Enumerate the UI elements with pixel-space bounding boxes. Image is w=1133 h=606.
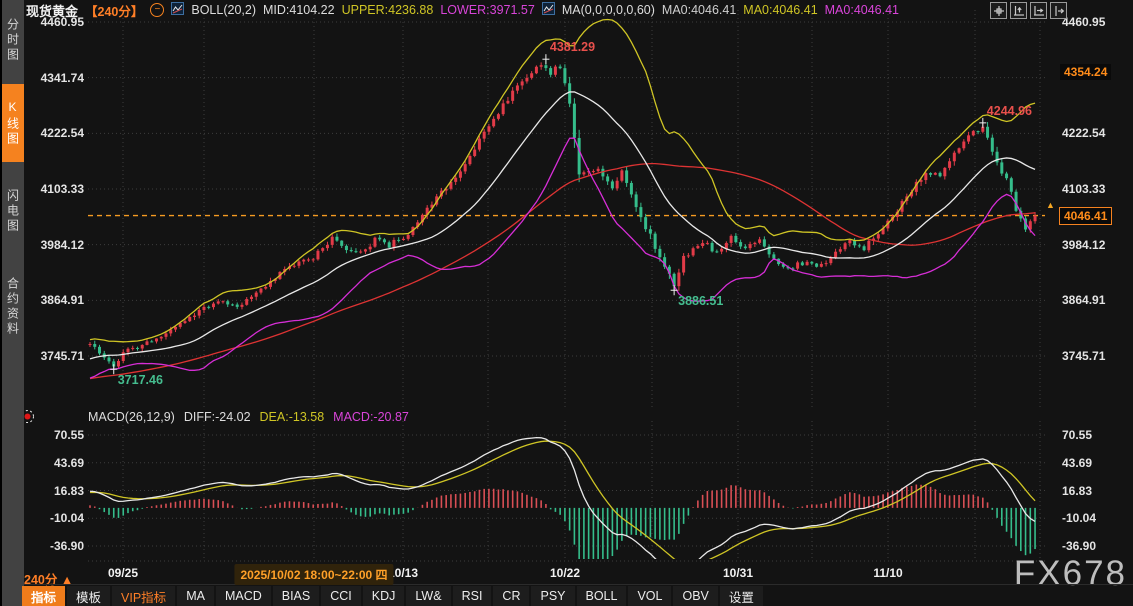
price-annotation: 3886.51 (678, 294, 724, 309)
axis-label: 4341.74 (40, 70, 84, 85)
price-annotation: 4381.29 (549, 40, 596, 55)
watermark-logo: FX678 (1013, 554, 1127, 593)
axis-label: -10.04 (1062, 511, 1097, 526)
tab-MA[interactable]: MA (177, 586, 214, 606)
date-tick: 09/25 (107, 566, 139, 580)
price-annotation: 3717.46 (117, 373, 163, 388)
macd-macd-value: MACD:-20.87 (333, 410, 409, 424)
tab-MACD[interactable]: MACD (215, 586, 271, 606)
ma-value-1: MA0:4046.41 (661, 3, 737, 17)
tab-VOL[interactable]: VOL (628, 586, 672, 606)
boll-indicator-icon (171, 2, 185, 18)
axis-label: -10.04 (49, 511, 84, 526)
axis-label: 3984.12 (40, 237, 84, 252)
sidebar-item-4[interactable]: 合约资料 (5, 277, 20, 337)
tab-CCI[interactable]: CCI (321, 586, 361, 606)
ma-value-2: MA0:4046.41 (743, 3, 818, 17)
current-price-marker: 4046.41 (1059, 206, 1113, 225)
right-axis-high-marker: 4354.24 (1060, 63, 1112, 80)
pan-right-icon[interactable] (1050, 2, 1067, 19)
circle-minus-icon[interactable]: − (150, 3, 165, 17)
boll-lower-value: LOWER:3971.57 (440, 3, 535, 17)
axis-label: -36.90 (49, 539, 84, 553)
macd-title: MACD(26,12,9) (88, 410, 175, 424)
axis-label: -36.90 (1062, 539, 1097, 553)
tab-OBV[interactable]: OBV (673, 586, 718, 606)
chart-toolbuttons (990, 2, 1067, 19)
scale-y-icon[interactable] (1010, 2, 1027, 19)
indicator-header: 现货黄金 【240分】 − BOLL(20,2) MID:4104.22 UPP… (26, 2, 899, 19)
axis-label: 3864.91 (40, 293, 84, 308)
tab-VIP指标[interactable]: VIP指标 (112, 586, 176, 606)
axis-label: 16.83 (53, 483, 84, 498)
date-tick: 11/10 (873, 566, 903, 580)
date-tick: 10/13 (387, 566, 419, 580)
scale-x-icon[interactable] (1030, 2, 1047, 19)
tab-BOLL[interactable]: BOLL (576, 586, 627, 606)
axis-label: 4103.33 (1062, 182, 1106, 196)
date-tick-highlighted: 2025/10/02 18:00~22:00 四 (234, 564, 394, 585)
tab-CR[interactable]: CR (493, 586, 530, 606)
symbol-title: 现货黄金 (26, 3, 79, 19)
bottom-toolbar: 指标 模板 VIP指标 MA MACD BIAS CCI KDJ LW& RSI CR PSY BOLL… (22, 586, 763, 606)
crosshair-icon[interactable] (990, 2, 1007, 19)
macd-dea-value: DEA:-13.58 (259, 410, 325, 424)
tab-设置[interactable]: 设置 (719, 586, 763, 606)
axis-label: 3984.12 (1062, 237, 1106, 252)
tab-指标[interactable]: 指标 (22, 586, 66, 606)
axis-label: 3745.71 (40, 349, 84, 363)
axis-label: 70.55 (1062, 428, 1093, 442)
price-annotation: 4244.96 (986, 103, 1032, 118)
boll-label: BOLL(20,2) (191, 3, 256, 17)
axis-label: 43.69 (1062, 455, 1093, 470)
tab-RSI[interactable]: RSI (452, 586, 492, 606)
toolbar-divider (0, 584, 1133, 585)
axis-label: 4460.95 (1062, 15, 1106, 29)
macd-header: MACD(26,12,9) DIFF:-24.02 DEA:-13.58 MAC… (88, 410, 409, 424)
axis-label: 43.69 (53, 455, 84, 470)
sidebar-item-1[interactable]: 分时图 (5, 17, 20, 63)
date-tick: 10/31 (722, 566, 754, 580)
boll-mid-value: MID:4104.22 (263, 3, 335, 17)
axis-label: 4222.54 (40, 126, 84, 141)
axis-label: 3864.91 (1062, 293, 1106, 308)
ma-label: MA(0,0,0,0,0,60) (561, 3, 655, 17)
axis-label: 3745.71 (1062, 349, 1106, 363)
ma-indicator-icon (541, 2, 555, 18)
sidebar: 分时图 K线图闪电图合约资料 (0, 0, 24, 606)
axis-label: 16.83 (1062, 483, 1093, 498)
tab-PSY[interactable]: PSY (531, 586, 575, 606)
ma-value-3: MA0:4046.41 (824, 3, 899, 17)
axis-label: 4222.54 (1062, 126, 1106, 141)
date-tick: 10/22 (549, 566, 581, 580)
current-price-arrow-icon: ▲ (1046, 199, 1055, 210)
period-badge: 【240分】 (85, 4, 144, 19)
sidebar-item-3[interactable]: 闪电图 (5, 188, 20, 234)
tab-BIAS[interactable]: BIAS (272, 586, 320, 606)
axis-label: 4460.95 (40, 15, 84, 29)
boll-upper-value: UPPER:4236.88 (341, 3, 434, 17)
tab-模板[interactable]: 模板 (67, 586, 111, 606)
period-selector[interactable]: 240分 ▲ (24, 573, 74, 587)
sidebar-item-2[interactable]: K线图 (2, 84, 24, 162)
tab-LW&[interactable]: LW& (406, 586, 451, 606)
macd-diff-value: DIFF:-24.02 (183, 410, 251, 424)
tab-KDJ[interactable]: KDJ (362, 586, 405, 606)
axis-label: 4103.33 (40, 182, 84, 196)
axis-label: 70.55 (53, 428, 84, 442)
